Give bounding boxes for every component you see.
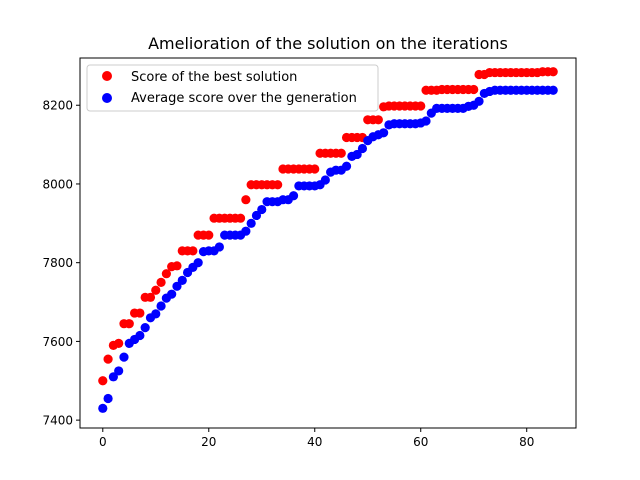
data-point [373, 115, 383, 125]
x-tick-label: 20 [201, 435, 216, 449]
y-tick-label: 8000 [42, 177, 73, 191]
chart-title: Amelioration of the solution on the iter… [148, 34, 508, 53]
data-point [108, 372, 118, 382]
plot-area [98, 67, 558, 413]
data-point [474, 96, 484, 106]
data-point [357, 143, 368, 154]
data-point [98, 403, 108, 413]
data-point [469, 84, 479, 95]
data-point [379, 128, 389, 138]
data-point [548, 85, 558, 95]
data-point [288, 191, 299, 201]
data-point [103, 393, 113, 404]
data-point [145, 292, 156, 302]
data-point [98, 376, 108, 386]
legend: Score of the best solution Average score… [86, 64, 379, 112]
data-point [151, 285, 161, 295]
y-axis: 7400 7600 7800 8000 8200 [42, 99, 80, 428]
x-tick-label: 0 [99, 435, 107, 449]
y-tick-label: 7800 [42, 256, 73, 270]
data-point [336, 148, 346, 158]
data-point [246, 218, 256, 228]
series-average-score [98, 85, 558, 413]
data-point [135, 308, 145, 318]
axes-frame [79, 57, 577, 429]
data-point [135, 330, 145, 341]
data-point [241, 195, 251, 205]
data-point [124, 319, 134, 329]
data-point [156, 277, 166, 287]
data-point [416, 101, 426, 111]
data-point [193, 258, 203, 268]
data-point [273, 180, 283, 190]
data-point [161, 269, 171, 279]
data-point [177, 275, 187, 285]
data-point [421, 116, 431, 126]
data-point [548, 67, 558, 77]
data-point [320, 175, 330, 185]
x-tick-label: 80 [519, 435, 534, 449]
data-point [172, 261, 182, 271]
legend-label-average: Average score over the generation [131, 91, 357, 106]
x-tick-label: 60 [413, 435, 428, 449]
data-point [241, 226, 251, 236]
y-tick-label: 7600 [42, 335, 73, 349]
data-point [172, 281, 182, 291]
legend-marker-best [102, 71, 112, 81]
data-point [204, 230, 214, 240]
legend-label-best: Score of the best solution [131, 70, 297, 85]
data-point [251, 210, 262, 221]
data-point [188, 246, 198, 256]
data-point [167, 289, 177, 299]
data-point [114, 366, 124, 376]
x-axis: 0 20 40 60 80 [99, 428, 534, 449]
data-point [352, 149, 362, 160]
x-tick-label: 40 [307, 435, 322, 449]
data-point [310, 164, 320, 174]
data-point [114, 338, 124, 348]
legend-box [86, 64, 379, 112]
series-best-solution [98, 67, 558, 386]
data-point [140, 323, 150, 333]
legend-marker-average [102, 93, 112, 103]
data-point [119, 352, 129, 362]
data-point [103, 354, 113, 364]
data-point [151, 309, 161, 319]
data-point [214, 242, 224, 252]
y-tick-label: 7400 [42, 414, 73, 428]
y-tick-label: 8200 [42, 99, 73, 113]
data-point [235, 213, 246, 223]
data-point [257, 204, 267, 215]
data-point [341, 161, 352, 171]
data-point [156, 301, 166, 311]
